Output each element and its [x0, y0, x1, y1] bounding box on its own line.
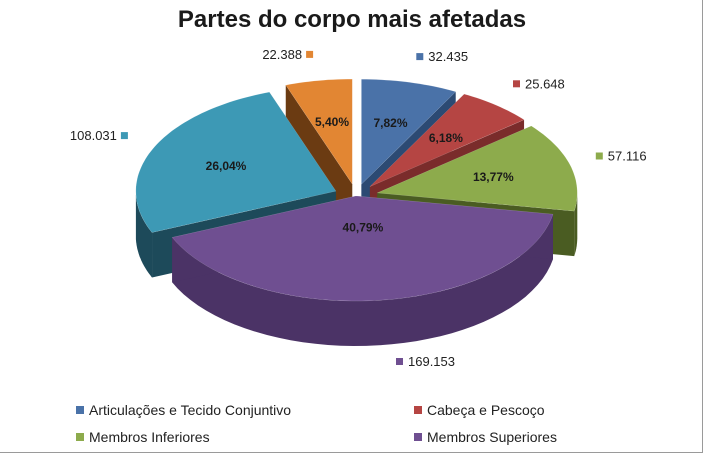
pie-chart: 7,82% 6,18% 13,77% 40,79% 26,04% 5,40% 32.435 2… [70, 47, 647, 369]
legend-swatch [76, 433, 84, 441]
pie-slice-articulacoes-e-tecido-conjuntivo [361, 79, 457, 185]
value-label-marker [396, 358, 403, 365]
value-label-text: 32.435 [428, 49, 468, 64]
value-label-marker [595, 152, 603, 160]
value-label-text: 25.648 [525, 76, 565, 91]
percent-label: 6,18% [429, 131, 463, 145]
value-label-articulacoes-e-tecido-conjuntivo: 32.435 [416, 49, 468, 64]
value-label-slice-4: 108.031 [70, 128, 128, 143]
value-label-cabeca-e-pescoco: 25.648 [513, 76, 565, 91]
legend-item-cabeca-e-pescoco: Cabeça e Pescoço [414, 402, 545, 418]
value-label-membros-superiores: 169.153 [396, 354, 455, 369]
pie-slice-membros-superiores [171, 195, 554, 302]
legend-swatch [76, 406, 84, 414]
pie-slice-membros-inferiores [377, 125, 578, 212]
percent-label: 7,82% [373, 116, 407, 130]
legend-item-membros-inferiores: Membros Inferiores [76, 429, 210, 445]
value-label-marker [120, 132, 128, 140]
legend-item-articulacoes-e-tecido-conjuntivo: Articulações e Tecido Conjuntivo [76, 402, 291, 418]
value-label-marker [513, 80, 520, 88]
pie-slice-slice-5 [285, 78, 353, 185]
value-label-text: 22.388 [262, 47, 302, 62]
legend-item-membros-superiores: Membros Superiores [414, 429, 557, 445]
legend-label: Cabeça e Pescoço [427, 402, 545, 418]
chart-title: Partes do corpo mais afetadas [177, 6, 527, 33]
legend-label: Membros Inferiores [89, 429, 210, 445]
percent-label: 40,79% [343, 220, 384, 234]
pie-slice-slice-4 [135, 91, 337, 233]
value-label-membros-inferiores: 57.116 [595, 149, 647, 164]
value-label-text: 169.153 [408, 354, 455, 369]
legend-swatch [414, 433, 422, 441]
value-label-text: 108.031 [70, 128, 117, 143]
percent-label: 26,04% [206, 159, 247, 173]
value-label-marker [416, 53, 424, 61]
legend-label: Articulações e Tecido Conjuntivo [89, 402, 292, 418]
value-label-marker [306, 50, 314, 58]
value-label-text: 57.116 [608, 149, 647, 164]
pie-slice-cabeca-e-pescoco [369, 93, 525, 187]
percent-label: 5,40% [315, 115, 349, 129]
legend-swatch [414, 406, 422, 414]
value-label-slice-5: 22.388 [262, 47, 314, 62]
legend-label: Membros Superiores [427, 429, 557, 445]
percent-label: 13,77% [473, 170, 514, 184]
